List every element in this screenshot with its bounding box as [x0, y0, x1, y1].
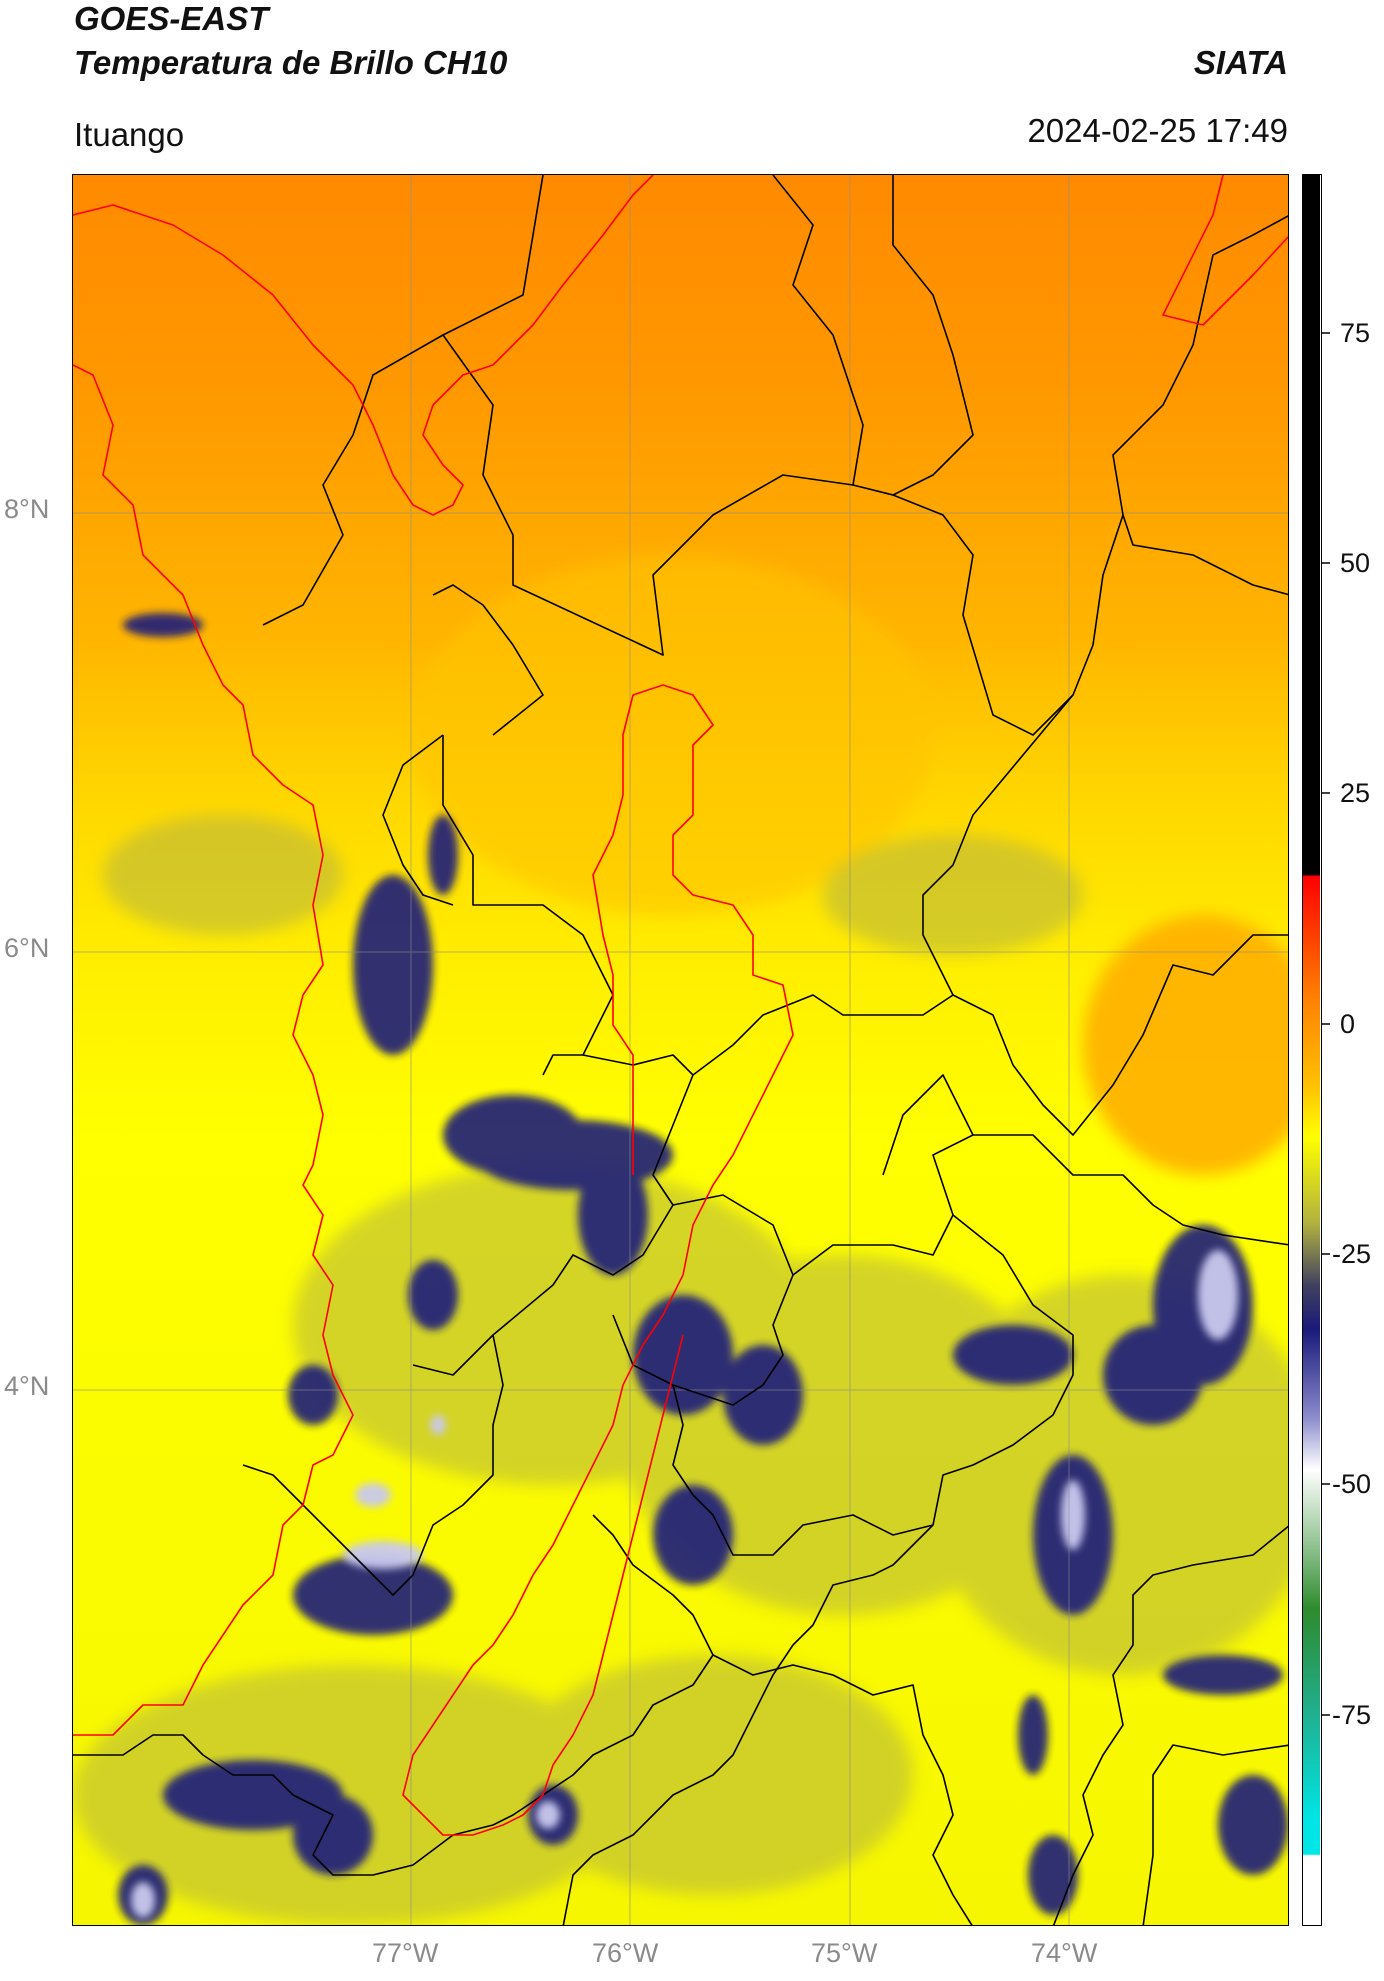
title-line-1: GOES-EAST [74, 0, 269, 37]
timestamp-label: 2024-02-25 17:49 [1027, 112, 1288, 149]
colorbar-label-minus25: -25 [1332, 1239, 1372, 1269]
colorbar-label-0: 0 [1340, 1009, 1356, 1039]
lat-label-4n: 4°N [4, 1371, 50, 1401]
lat-label-6n: 6°N [4, 933, 50, 963]
lon-label-76w: 76°W [592, 1938, 659, 1968]
colorbar-label-minus75: -75 [1332, 1700, 1372, 1730]
colorbar-label-25: 25 [1340, 778, 1371, 808]
colorbar-ticks [1322, 332, 1330, 1716]
satellite-map [72, 174, 1289, 1926]
lon-label-77w: 77°W [372, 1938, 439, 1968]
location-label: Ituango [74, 116, 185, 153]
title-line-2: Temperatura de Brillo CH10 [74, 44, 508, 81]
colorbar-label-75: 75 [1340, 318, 1371, 348]
brand-label: SIATA [1193, 44, 1288, 81]
colorbar-label-50: 50 [1340, 548, 1371, 578]
lat-label-8n: 8°N [4, 494, 50, 524]
lon-label-75w: 75°W [811, 1938, 878, 1968]
lon-label-74w: 74°W [1031, 1938, 1098, 1968]
colorbar [1302, 174, 1322, 1926]
colorbar-label-minus50: -50 [1332, 1469, 1372, 1499]
